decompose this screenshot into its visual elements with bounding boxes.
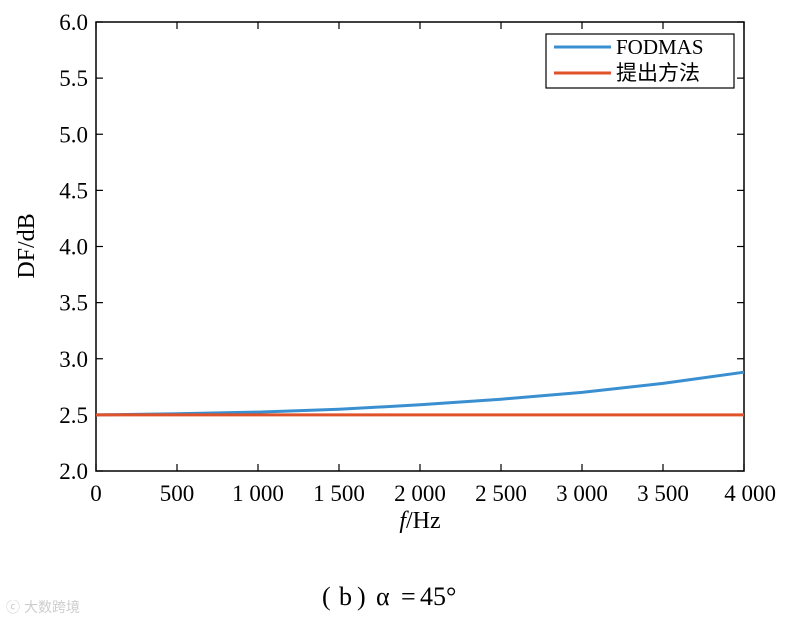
caption-alpha: α xyxy=(376,582,390,611)
legend-label-fodmas: FODMAS xyxy=(616,35,704,59)
x-tick-label: 500 xyxy=(160,481,195,506)
y-tick-label: 3.5 xyxy=(59,291,88,316)
series-line-fodmas xyxy=(95,370,745,417)
y-tick-label: 5.0 xyxy=(59,122,88,147)
series-layer xyxy=(95,370,745,417)
x-tick-label: 1 000 xyxy=(232,481,284,506)
caption-paren-open: ( xyxy=(322,582,331,611)
watermark: ⓒ 大数跨境 xyxy=(6,600,80,616)
x-tick-label: 3 000 xyxy=(556,481,608,506)
figure-caption: ( b ) α = 45° xyxy=(322,582,456,611)
x-axis-label: f/Hz xyxy=(399,508,440,534)
x-tick-label: 3 500 xyxy=(637,481,689,506)
y-axis-label: DF/dB xyxy=(14,213,40,278)
y-axis: 2.0 2.5 3.0 3.5 4.0 4.5 5.0 5.5 6.0 xyxy=(59,10,744,484)
y-tick-label: 6.0 xyxy=(59,10,88,35)
legend: FODMAS 提出方法 xyxy=(545,33,735,89)
y-tick-label: 2.0 xyxy=(59,459,88,484)
y-tick-label: 4.5 xyxy=(59,178,88,203)
x-tick-label: 2 500 xyxy=(475,481,527,506)
x-tick-label: 4 000 xyxy=(724,481,776,506)
watermark-logo-icon: ⓒ xyxy=(6,600,20,616)
y-tick-label: 4.0 xyxy=(59,235,88,260)
caption-value: 45° xyxy=(420,582,456,611)
y-tick-label: 5.5 xyxy=(59,66,88,91)
y-tick-label: 2.5 xyxy=(59,403,88,428)
legend-box xyxy=(545,33,735,89)
legend-label-proposed: 提出方法 xyxy=(616,61,700,85)
x-tick-label: 1 500 xyxy=(313,481,365,506)
x-tick-label: 0 xyxy=(90,481,102,506)
caption-equals: = xyxy=(401,582,416,611)
x-axis: 0 500 1 000 1 500 2 000 2 500 3 000 3 500 4 000 xyxy=(90,22,776,506)
caption-letter: b xyxy=(339,582,352,611)
caption-paren-close: ) xyxy=(357,582,366,611)
watermark-text: 大数跨境 xyxy=(24,600,80,616)
y-tick-label: 3.0 xyxy=(59,347,88,372)
x-tick-label: 2 000 xyxy=(394,481,446,506)
